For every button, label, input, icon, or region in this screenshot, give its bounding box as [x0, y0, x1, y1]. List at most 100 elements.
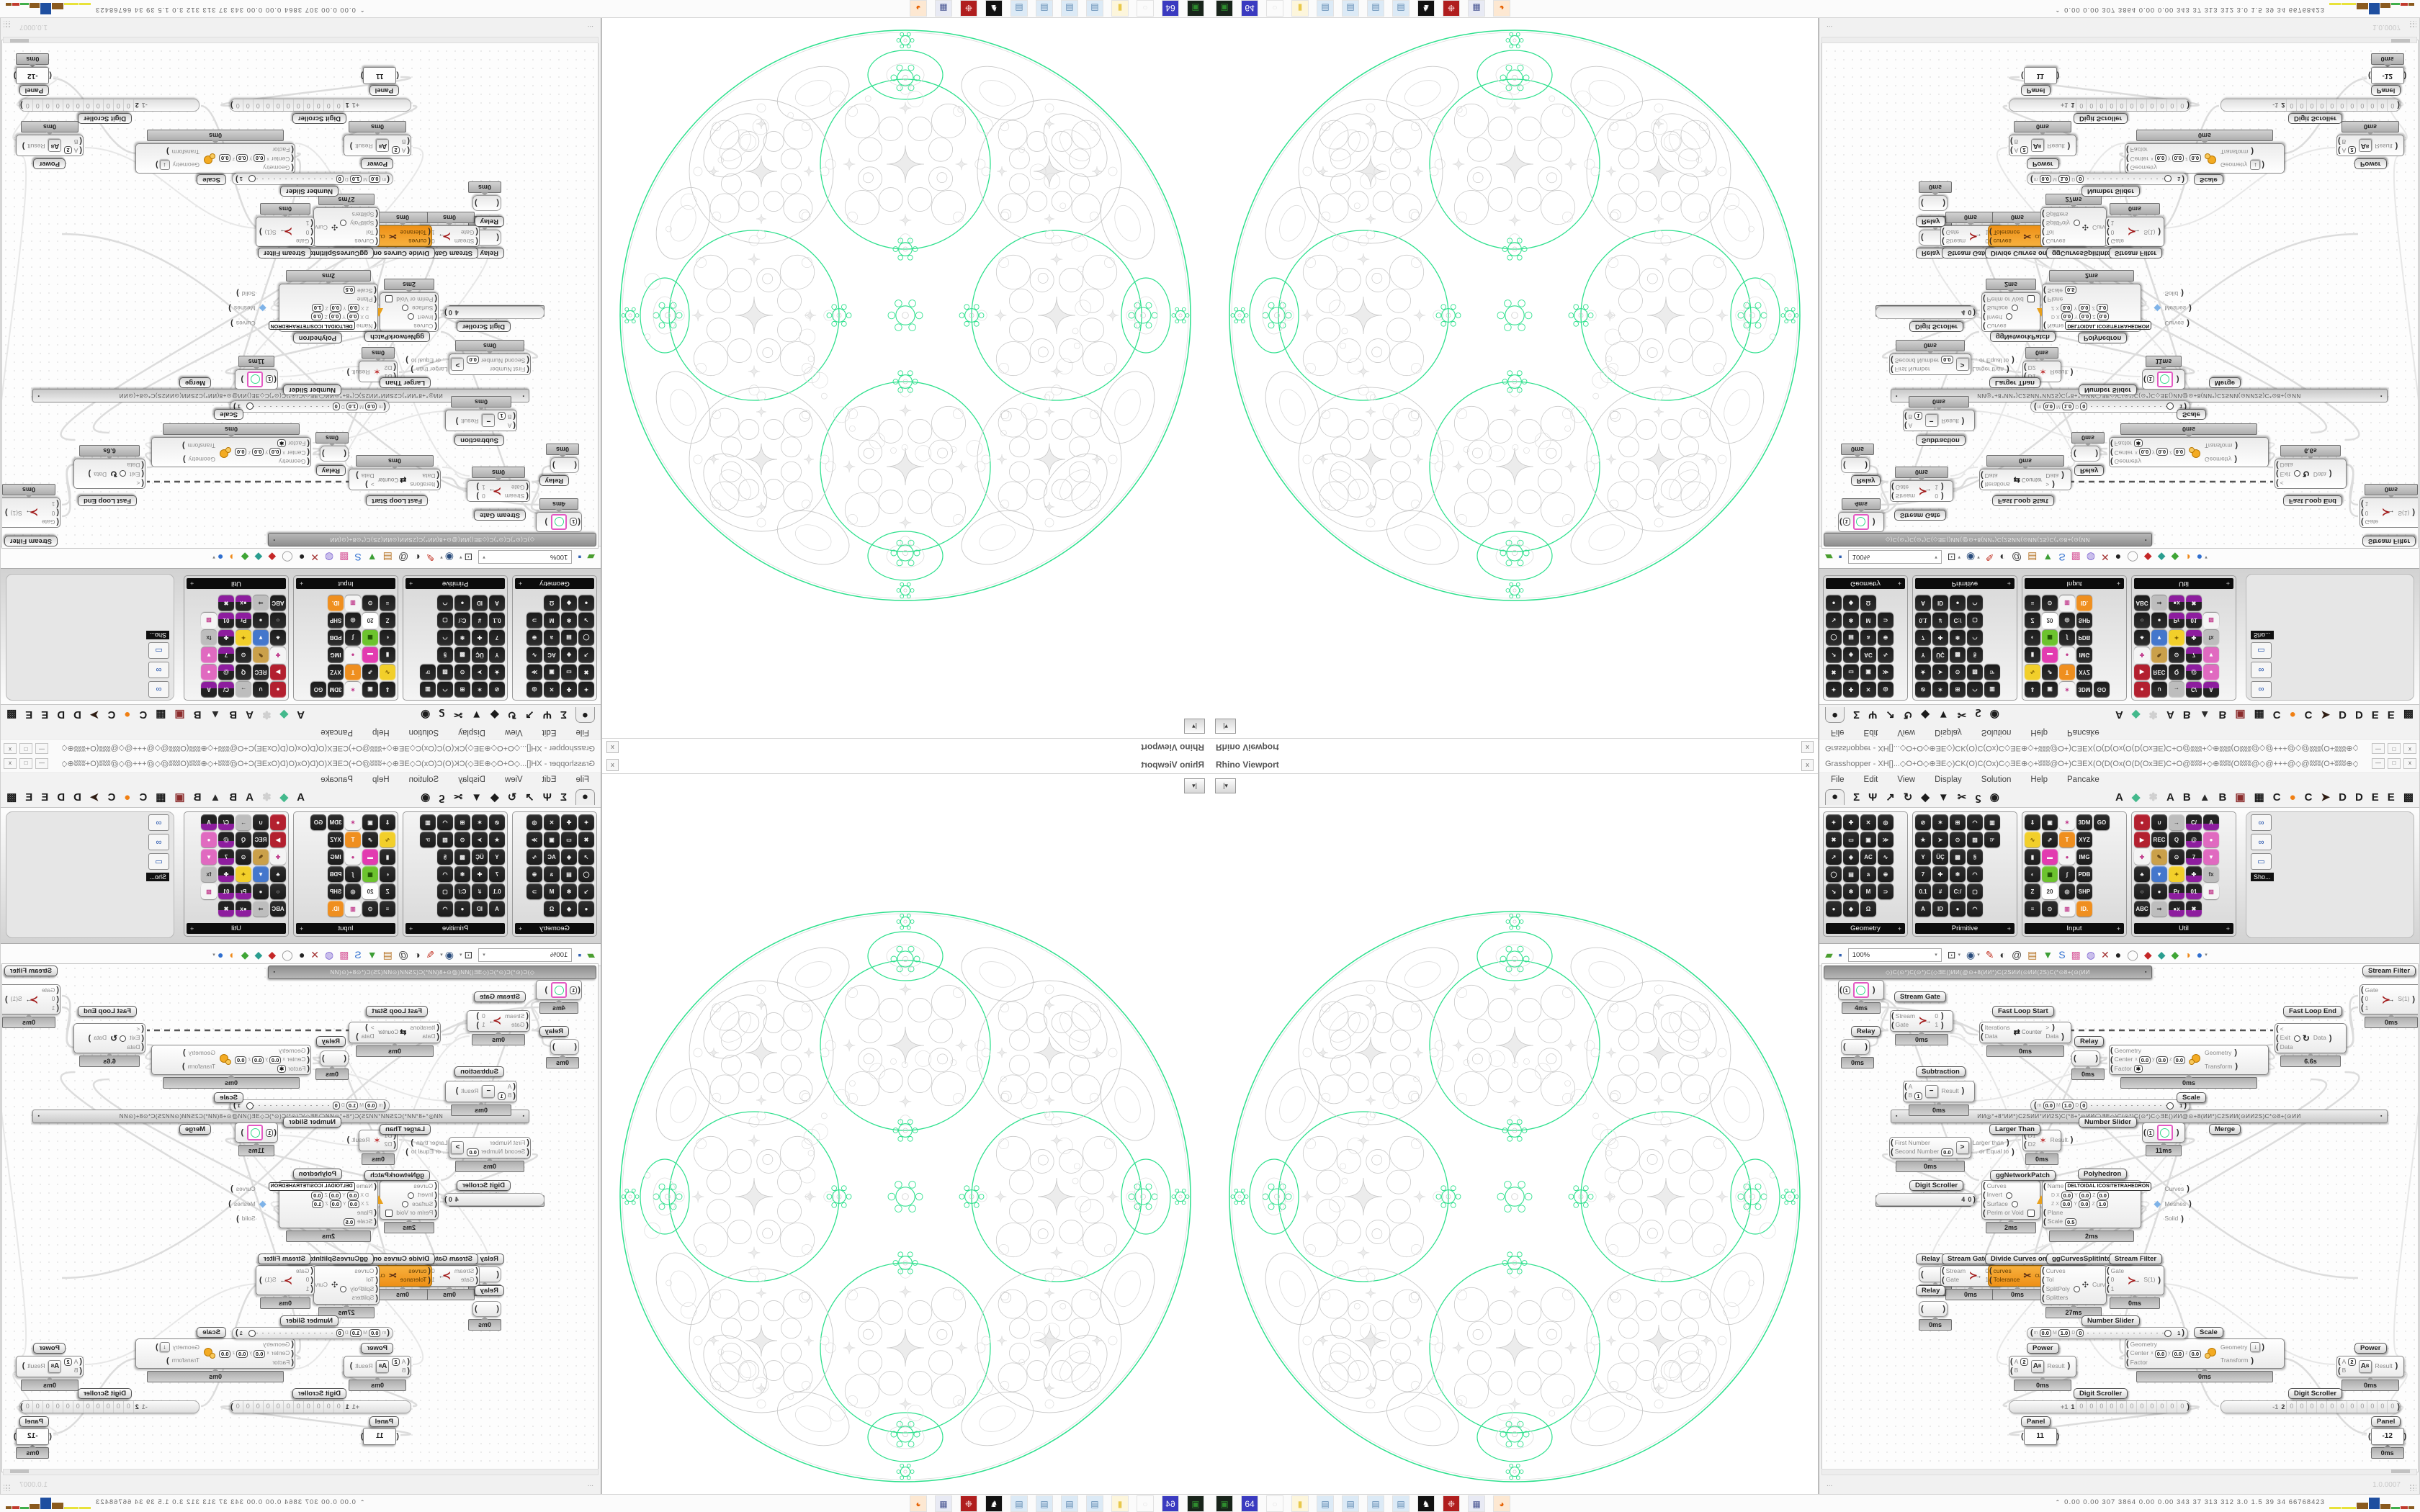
- group-label[interactable]: Fast Loop End: [2283, 495, 2342, 506]
- tab-curve[interactable]: ↻: [1903, 708, 1913, 721]
- palette-icon[interactable]: [2094, 883, 2110, 899]
- slider-handle[interactable]: [2166, 1102, 2174, 1110]
- input-jack[interactable]: (: [291, 145, 294, 154]
- show-icon-0[interactable]: ∞: [148, 681, 169, 698]
- scroller-zero-cell[interactable]: 0: [2106, 1401, 2117, 1413]
- palette-icon[interactable]: ≡: [2025, 595, 2040, 611]
- folder-icon[interactable]: ▮: [1111, 0, 1129, 17]
- palette-icon[interactable]: ⊞: [454, 814, 470, 830]
- palette-icon[interactable]: ⊞: [1950, 682, 1966, 698]
- scroller-zero-cell[interactable]: 0: [2377, 1401, 2388, 1413]
- component-body[interactable]: (First Number(Second Number 0.0 > Larger th…: [1889, 354, 2015, 375]
- slider-handle[interactable]: [246, 402, 254, 410]
- input-jack[interactable]: (: [310, 228, 313, 237]
- output-jack[interactable]: ): [236, 289, 239, 298]
- group-label[interactable]: Panel: [369, 1416, 399, 1427]
- grasshopper-title-bar[interactable]: Grasshopper - XH[]...◇O+O◇⊕ƎE◇)CK(O)C(Ox…: [1, 756, 601, 773]
- scroller-zero-cell[interactable]: 0: [63, 1401, 73, 1413]
- notepad-icon-3[interactable]: ▤: [1036, 1495, 1053, 1512]
- palette-icon[interactable]: ∿: [526, 849, 542, 865]
- palette-icon[interactable]: A: [1915, 595, 1931, 611]
- zoom-combo[interactable]: 100% ▾: [1847, 550, 1942, 564]
- notepad-icon-1[interactable]: ▤: [1317, 0, 1334, 17]
- output-jack[interactable]: ): [349, 141, 353, 150]
- palette-icon[interactable]: ⇗: [2042, 832, 2058, 847]
- palette-icon[interactable]: ∿: [380, 665, 395, 680]
- scroller-zero-cell[interactable]: 0: [263, 99, 274, 111]
- input-jack[interactable]: (: [526, 1012, 529, 1021]
- palette-icon[interactable]: ID.: [328, 901, 344, 917]
- component-body[interactable]: (Name DELTOIDAL ICOSITETRAHEDRON D X 0.0 Y 0.…: [2042, 284, 2192, 332]
- input-jack[interactable]: (: [375, 210, 378, 219]
- figure-icon[interactable]: ♞: [1417, 1495, 1435, 1512]
- component-body[interactable]: (A(B 1− Result): [1903, 410, 1975, 431]
- group-label[interactable]: Number Slider: [2081, 1315, 2140, 1326]
- component-fast-loop-start[interactable]: (Iterations(Data ⇄ Counter >) Data) 0ms: [349, 1022, 441, 1057]
- scroller-zero-cell[interactable]: 0: [2086, 99, 2097, 111]
- tab-mesh[interactable]: ▼: [1937, 708, 1949, 721]
- palette-icon[interactable]: ▤: [1843, 630, 1859, 646]
- group-label[interactable]: Panel: [2371, 85, 2401, 96]
- show-icon-0[interactable]: ∞: [2251, 681, 2272, 698]
- component-power-1[interactable]: (A 2(B A B Result) 0ms: [344, 1356, 411, 1391]
- folder-icon[interactable]: ▮: [1291, 1495, 1309, 1512]
- input-jack[interactable]: (: [2010, 145, 2013, 155]
- show-icon-0[interactable]: ∞: [2251, 814, 2272, 831]
- output-jack[interactable]: ): [2329, 1033, 2332, 1043]
- value-capsule[interactable]: 1.0: [2096, 304, 2109, 312]
- palette-icon[interactable]: C:/: [454, 883, 470, 899]
- palette-icon[interactable]: PDB: [2076, 866, 2092, 882]
- palette-icon[interactable]: SHP: [328, 613, 344, 629]
- palette-icon[interactable]: [420, 613, 436, 629]
- zoom-combo[interactable]: 100% ▾: [478, 948, 573, 962]
- palette-icon[interactable]: ▩: [454, 849, 470, 865]
- palette-icon[interactable]: ↘: [1826, 613, 1842, 629]
- palette-icon[interactable]: ⊘: [489, 682, 505, 698]
- input-jack[interactable]: (: [374, 321, 377, 330]
- input-jack[interactable]: (: [274, 375, 277, 384]
- output-jack[interactable]: ): [2067, 1362, 2071, 1371]
- group-label[interactable]: Stream Gate: [1894, 991, 1946, 1002]
- input-jack[interactable]: (: [434, 303, 437, 312]
- output-jack[interactable]: ): [1942, 199, 1945, 208]
- slider-bound-value[interactable]: 1.0: [346, 402, 359, 410]
- input-jack[interactable]: (: [574, 461, 577, 470]
- digit-scroller-bar[interactable]: +1 1 0 0 0 0 0 0 0 0 0 0 0): [230, 99, 411, 112]
- input-jack[interactable]: (: [307, 1046, 310, 1056]
- scroller-zero-cell[interactable]: 0: [2146, 99, 2157, 111]
- palette-icon[interactable]: ▦: [2042, 630, 2058, 646]
- value-capsule[interactable]: ✱: [277, 438, 287, 447]
- input-jack[interactable]: (: [2338, 137, 2341, 146]
- name-box[interactable]: DELTOIDAL ICOSITETRAHEDRON: [2065, 1182, 2152, 1191]
- input-jack[interactable]: (: [434, 1190, 437, 1200]
- input-jack[interactable]: (: [434, 1200, 437, 1209]
- palette-icon[interactable]: ❄: [1843, 883, 1859, 899]
- component-body[interactable]: (1): [235, 1122, 278, 1143]
- output-jack[interactable]: ): [2397, 1402, 2400, 1411]
- input-jack[interactable]: (: [2024, 1140, 2027, 1149]
- input-jack[interactable]: (: [1983, 1182, 1986, 1191]
- palette-icon[interactable]: [420, 595, 436, 611]
- palette-icon[interactable]: ▤: [561, 630, 577, 646]
- maximize-button[interactable]: □: [19, 758, 32, 769]
- save-icon[interactable]: ▪: [1838, 949, 1842, 960]
- palette-icon[interactable]: 3DM: [2076, 682, 2092, 698]
- menu-item-help[interactable]: Help: [372, 728, 390, 737]
- palette-icon[interactable]: ●: [201, 832, 217, 847]
- palette-icon[interactable]: [1984, 613, 2000, 629]
- palette-icon[interactable]: ∫: [345, 866, 361, 882]
- group-label[interactable]: Digit Scroller: [292, 1388, 346, 1399]
- group-label[interactable]: Stream Gate: [474, 510, 526, 521]
- plugin-tab-3[interactable]: A: [246, 708, 254, 721]
- component-body[interactable]: (1): [1838, 980, 1884, 1000]
- input-jack[interactable]: (: [2338, 1357, 2341, 1367]
- gift-icon[interactable]: ▩: [2071, 949, 2081, 960]
- palette-icon[interactable]: ⇗: [2042, 665, 2058, 680]
- scroller-zero-cell[interactable]: 0: [303, 99, 314, 111]
- floppy64-icon[interactable]: 64: [1162, 0, 1179, 17]
- palette-icon[interactable]: [420, 883, 436, 899]
- value-capsule[interactable]: 0.0: [1941, 356, 1953, 364]
- galapagos-icon[interactable]: ✕: [310, 949, 319, 960]
- input-jack[interactable]: (: [2107, 228, 2110, 237]
- palette-icon[interactable]: ⊙: [2042, 901, 2058, 917]
